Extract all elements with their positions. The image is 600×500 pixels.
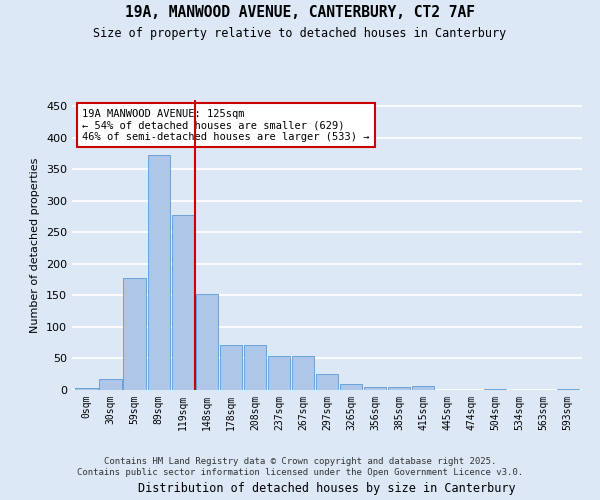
Bar — [172, 214, 194, 390]
Bar — [220, 344, 242, 390]
Bar — [316, 374, 338, 390]
Y-axis label: Number of detached properties: Number of detached properties — [31, 158, 40, 332]
Bar — [292, 356, 314, 390]
Text: 19A, MANWOOD AVENUE, CANTERBURY, CT2 7AF: 19A, MANWOOD AVENUE, CANTERBURY, CT2 7AF — [125, 5, 475, 20]
Text: Distribution of detached houses by size in Canterbury: Distribution of detached houses by size … — [138, 482, 516, 495]
Bar — [124, 278, 146, 390]
Bar — [557, 388, 578, 390]
Bar — [76, 388, 98, 390]
Bar — [340, 384, 362, 390]
Bar — [412, 386, 434, 390]
Bar — [484, 388, 506, 390]
Bar — [268, 356, 290, 390]
Bar — [196, 294, 218, 390]
Bar — [364, 387, 386, 390]
Bar — [244, 344, 266, 390]
Bar — [148, 156, 170, 390]
Bar — [100, 380, 122, 390]
Bar — [388, 387, 410, 390]
Text: Size of property relative to detached houses in Canterbury: Size of property relative to detached ho… — [94, 28, 506, 40]
Text: Contains HM Land Registry data © Crown copyright and database right 2025.
Contai: Contains HM Land Registry data © Crown c… — [77, 458, 523, 477]
Text: 19A MANWOOD AVENUE: 125sqm
← 54% of detached houses are smaller (629)
46% of sem: 19A MANWOOD AVENUE: 125sqm ← 54% of deta… — [82, 108, 370, 142]
